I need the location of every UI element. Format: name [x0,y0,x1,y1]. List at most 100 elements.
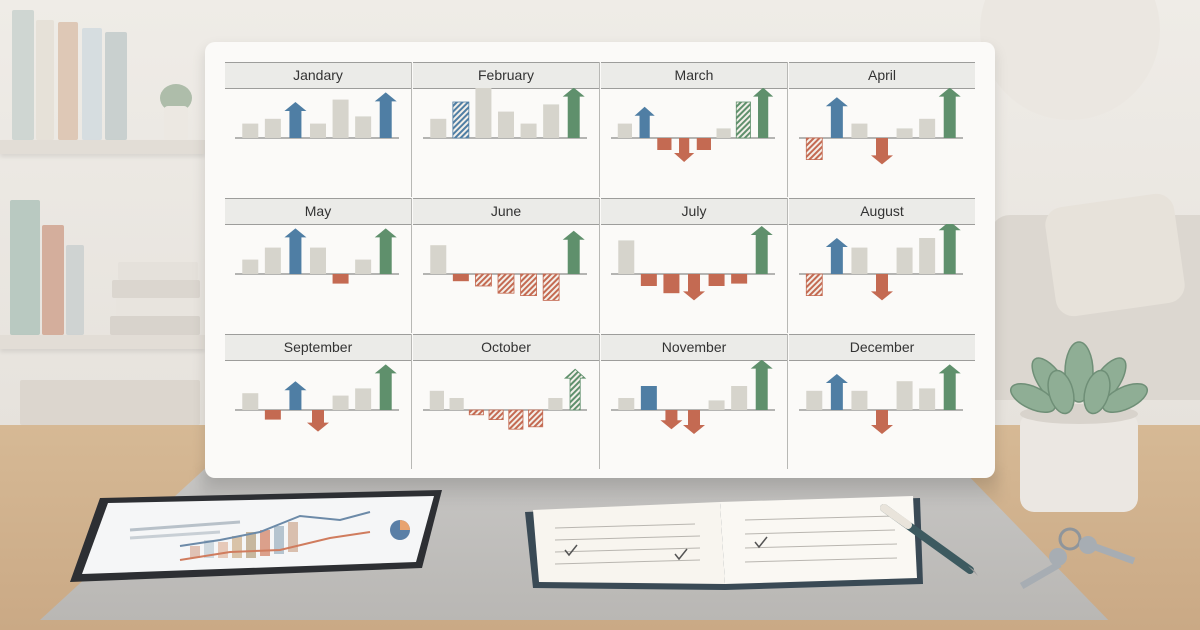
month-panel-march: March [601,62,788,197]
month-bar-chart [611,88,775,162]
bar [825,374,848,410]
bookshelf [0,0,205,440]
bar [805,137,823,161]
bar [708,400,725,410]
bar [871,274,893,301]
pen [878,500,988,580]
book [36,20,54,140]
panel-divider [787,198,788,333]
bar [938,88,961,138]
month-title: April [789,62,975,89]
bar [374,364,397,410]
bar [452,101,470,139]
bar [634,106,655,138]
bar [475,88,492,138]
bar [452,274,469,282]
bar [657,138,672,150]
bar [355,116,372,138]
book [82,28,102,140]
bar [851,390,868,410]
month-title: Jandary [225,62,411,89]
bar [475,273,492,287]
panel-divider [599,62,600,197]
month-panel-june: June [413,198,600,333]
bar [332,99,349,138]
book [42,225,64,335]
bar [735,101,751,139]
panel-divider [787,334,788,469]
bar [825,238,848,274]
month-bar-chart [799,224,963,301]
month-bar-chart [423,88,587,139]
bar [563,368,587,411]
month-panel-april: April [789,62,975,197]
bar [242,123,259,138]
book [105,32,127,140]
month-bar-chart [423,230,587,301]
bar [430,118,447,138]
month-title: November [601,334,787,361]
bar [520,273,537,297]
monthly-chart-board: Jandary February March April May June July Augu… [205,42,995,478]
bar [562,88,585,138]
pillow [1042,191,1188,319]
bar [310,123,326,138]
book [110,316,200,335]
shelf-board [0,140,205,154]
month-bar-chart [611,226,775,301]
bar [871,410,893,434]
month-title: August [789,198,975,225]
bar [264,410,281,420]
month-bar-chart [799,364,963,434]
bar [618,240,635,274]
bar [617,123,632,138]
bar [618,398,635,410]
bar [805,273,823,297]
bar [919,118,936,138]
book [66,245,84,335]
bar [543,104,560,138]
bar [825,97,848,138]
background-right [980,0,1200,440]
bar [919,238,936,274]
bar [806,390,823,410]
wall-decor [980,0,1160,120]
bar [731,386,748,410]
bar [731,274,748,284]
panel-divider [411,334,412,469]
month-panel-november: November [601,334,788,469]
bar [284,102,307,138]
bar [508,409,524,430]
bar [498,111,514,138]
bar [683,274,705,301]
bar [542,273,560,301]
bar [332,395,349,410]
book [10,200,40,335]
month-panel-may: May [225,198,412,333]
open-notebook [525,490,925,595]
bar [753,88,774,138]
bar [374,228,397,274]
panel-divider [599,334,600,469]
bar [310,247,326,274]
bar [449,398,464,410]
bar [242,259,259,274]
bar [284,228,307,274]
month-panel-july: July [601,198,788,333]
bar [938,224,961,274]
bar [429,390,444,410]
bar [716,128,731,138]
month-title: December [789,334,975,361]
bar [242,393,259,410]
bar [696,138,711,150]
month-panel-february: February [413,62,600,197]
panel-divider [599,198,600,333]
month-panel-december: December [789,334,975,469]
bar [896,128,913,138]
month-bar-chart [799,88,963,165]
panel-divider [411,198,412,333]
month-title: July [601,198,787,225]
bar [919,388,936,410]
bar [938,364,961,410]
shelf-board [0,335,205,349]
